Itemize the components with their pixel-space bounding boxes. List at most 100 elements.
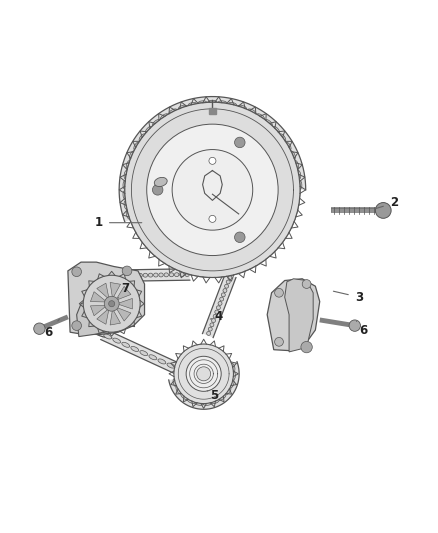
Ellipse shape xyxy=(218,302,222,305)
Polygon shape xyxy=(117,269,190,281)
Ellipse shape xyxy=(160,114,168,119)
Circle shape xyxy=(375,203,391,219)
Ellipse shape xyxy=(273,126,279,133)
Ellipse shape xyxy=(257,114,265,119)
Polygon shape xyxy=(101,329,196,381)
Ellipse shape xyxy=(124,201,128,209)
Ellipse shape xyxy=(149,355,157,360)
Text: 3: 3 xyxy=(333,290,363,304)
Ellipse shape xyxy=(195,401,204,405)
Ellipse shape xyxy=(94,276,101,282)
Text: 1: 1 xyxy=(95,216,142,229)
Circle shape xyxy=(34,323,45,334)
Ellipse shape xyxy=(154,273,158,277)
Ellipse shape xyxy=(180,272,184,277)
Ellipse shape xyxy=(123,191,127,199)
Ellipse shape xyxy=(225,387,231,395)
Ellipse shape xyxy=(178,105,187,110)
Ellipse shape xyxy=(82,309,87,318)
Polygon shape xyxy=(77,295,125,336)
Ellipse shape xyxy=(130,151,134,159)
Ellipse shape xyxy=(210,323,214,327)
Ellipse shape xyxy=(87,282,93,289)
Polygon shape xyxy=(78,270,141,338)
Ellipse shape xyxy=(169,109,177,114)
Circle shape xyxy=(197,367,211,381)
Polygon shape xyxy=(117,298,132,309)
Polygon shape xyxy=(97,308,109,324)
Ellipse shape xyxy=(225,284,229,288)
Ellipse shape xyxy=(145,126,152,133)
Ellipse shape xyxy=(81,300,85,308)
Circle shape xyxy=(172,150,253,230)
Ellipse shape xyxy=(279,134,286,141)
Polygon shape xyxy=(169,362,239,409)
Ellipse shape xyxy=(228,276,232,280)
Ellipse shape xyxy=(203,401,212,406)
Ellipse shape xyxy=(221,293,225,297)
Ellipse shape xyxy=(198,101,207,105)
Ellipse shape xyxy=(152,119,160,126)
Circle shape xyxy=(235,232,245,243)
Polygon shape xyxy=(267,279,320,351)
Ellipse shape xyxy=(219,394,226,400)
Circle shape xyxy=(349,320,360,332)
Circle shape xyxy=(72,321,81,330)
Circle shape xyxy=(104,296,119,311)
Ellipse shape xyxy=(87,318,93,326)
Polygon shape xyxy=(119,96,306,222)
Polygon shape xyxy=(110,282,120,298)
Ellipse shape xyxy=(176,386,182,394)
Ellipse shape xyxy=(143,273,148,277)
Ellipse shape xyxy=(238,105,247,110)
Circle shape xyxy=(125,102,300,278)
Ellipse shape xyxy=(104,334,112,339)
Ellipse shape xyxy=(133,273,137,277)
Polygon shape xyxy=(110,309,120,325)
Ellipse shape xyxy=(215,310,219,314)
Ellipse shape xyxy=(181,393,188,400)
Ellipse shape xyxy=(122,276,130,282)
Circle shape xyxy=(302,280,311,288)
Circle shape xyxy=(301,342,312,353)
Ellipse shape xyxy=(159,273,163,277)
Ellipse shape xyxy=(226,280,230,284)
Ellipse shape xyxy=(167,363,175,368)
Circle shape xyxy=(72,267,81,277)
Circle shape xyxy=(275,288,283,297)
Ellipse shape xyxy=(124,171,128,179)
Circle shape xyxy=(174,344,233,403)
Ellipse shape xyxy=(173,379,178,387)
Ellipse shape xyxy=(122,273,127,278)
Polygon shape xyxy=(90,292,107,302)
Circle shape xyxy=(275,337,283,346)
Ellipse shape xyxy=(148,273,153,277)
Polygon shape xyxy=(97,283,109,300)
Bar xyxy=(209,108,216,114)
Ellipse shape xyxy=(248,109,256,114)
Text: 4: 4 xyxy=(210,310,223,324)
Ellipse shape xyxy=(134,142,139,150)
Ellipse shape xyxy=(294,160,299,169)
Ellipse shape xyxy=(230,379,234,388)
Ellipse shape xyxy=(298,180,302,189)
Circle shape xyxy=(209,215,216,222)
Circle shape xyxy=(147,124,278,255)
Ellipse shape xyxy=(126,160,131,169)
Ellipse shape xyxy=(265,119,272,126)
Ellipse shape xyxy=(123,180,127,189)
Ellipse shape xyxy=(228,102,237,107)
Ellipse shape xyxy=(208,100,217,104)
Circle shape xyxy=(235,137,245,148)
Polygon shape xyxy=(68,262,145,334)
Circle shape xyxy=(125,102,300,278)
Ellipse shape xyxy=(158,359,166,364)
Ellipse shape xyxy=(126,211,131,219)
Ellipse shape xyxy=(176,367,184,372)
Text: 6: 6 xyxy=(44,319,60,338)
Circle shape xyxy=(186,356,221,391)
Ellipse shape xyxy=(140,351,148,356)
Ellipse shape xyxy=(185,272,189,277)
Ellipse shape xyxy=(286,142,291,150)
Circle shape xyxy=(83,275,140,332)
